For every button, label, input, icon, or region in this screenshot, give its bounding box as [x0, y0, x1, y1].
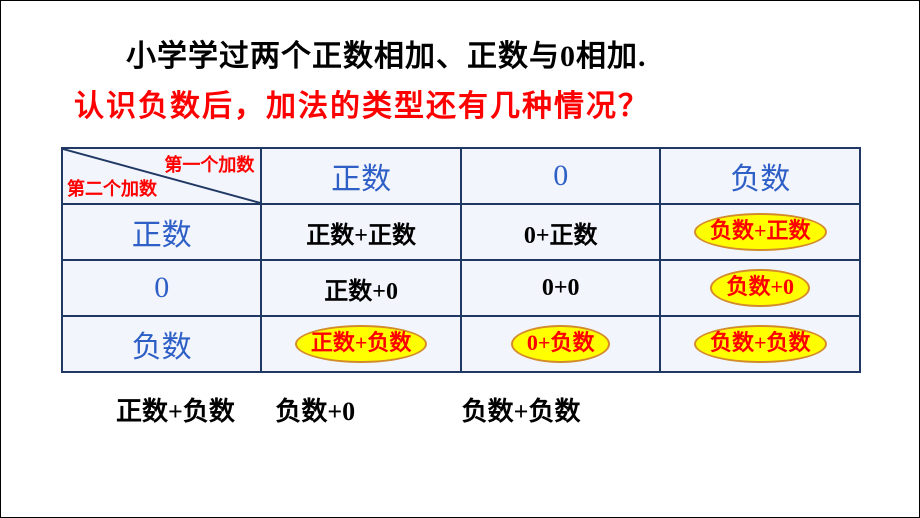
- row-header-0: 正数: [62, 204, 261, 260]
- table-row: 负数 正数+负数 0+负数 负数+负数: [62, 316, 860, 372]
- bottom-item-1: 负数+0: [275, 391, 355, 428]
- table-row: 正数 正数+正数 0+正数 负数+正数: [62, 204, 860, 260]
- addition-types-table: 第一个加数 第二个加数 正数 0 负数 正数 正数+正数 0+正数 负数+正数 …: [61, 147, 861, 373]
- cell-0-2: 负数+正数: [660, 204, 860, 260]
- highlight-pill: 0+负数: [511, 325, 611, 363]
- bottom-item-0: 正数+负数: [116, 391, 235, 428]
- cell-1-2: 负数+0: [660, 260, 860, 316]
- highlight-pill: 负数+正数: [694, 213, 827, 251]
- cell-2-1: 0+负数: [461, 316, 661, 372]
- diagonal-header-cell: 第一个加数 第二个加数: [62, 148, 261, 204]
- highlight-pill: 正数+负数: [295, 325, 428, 363]
- cell-1-0: 正数+0: [261, 260, 461, 316]
- highlight-pill: 负数+负数: [694, 325, 827, 363]
- title-line-2: 认识负数后，加法的类型还有几种情况？: [74, 81, 869, 125]
- title-line-1: 小学学过两个正数相加、正数与0相加.: [126, 31, 869, 75]
- cell-0-1: 0+正数: [461, 204, 661, 260]
- diag-label-top: 第一个加数: [164, 151, 254, 177]
- diag-label-bottom: 第二个加数: [67, 175, 157, 201]
- col-header-2: 负数: [660, 148, 860, 204]
- col-header-1: 0: [461, 148, 661, 204]
- cell-1-1: 0+0: [461, 260, 661, 316]
- cell-2-0: 正数+负数: [261, 316, 461, 372]
- bottom-item-2: 负数+负数: [462, 391, 581, 428]
- table-row: 0 正数+0 0+0 负数+0: [62, 260, 860, 316]
- row-header-1: 0: [62, 260, 261, 316]
- row-header-2: 负数: [62, 316, 261, 372]
- bottom-summary: 正数+负数 负数+0 负数+负数: [116, 391, 869, 428]
- highlight-pill: 负数+0: [710, 269, 810, 307]
- cell-0-0: 正数+正数: [261, 204, 461, 260]
- cell-2-2: 负数+负数: [660, 316, 860, 372]
- col-header-0: 正数: [261, 148, 461, 204]
